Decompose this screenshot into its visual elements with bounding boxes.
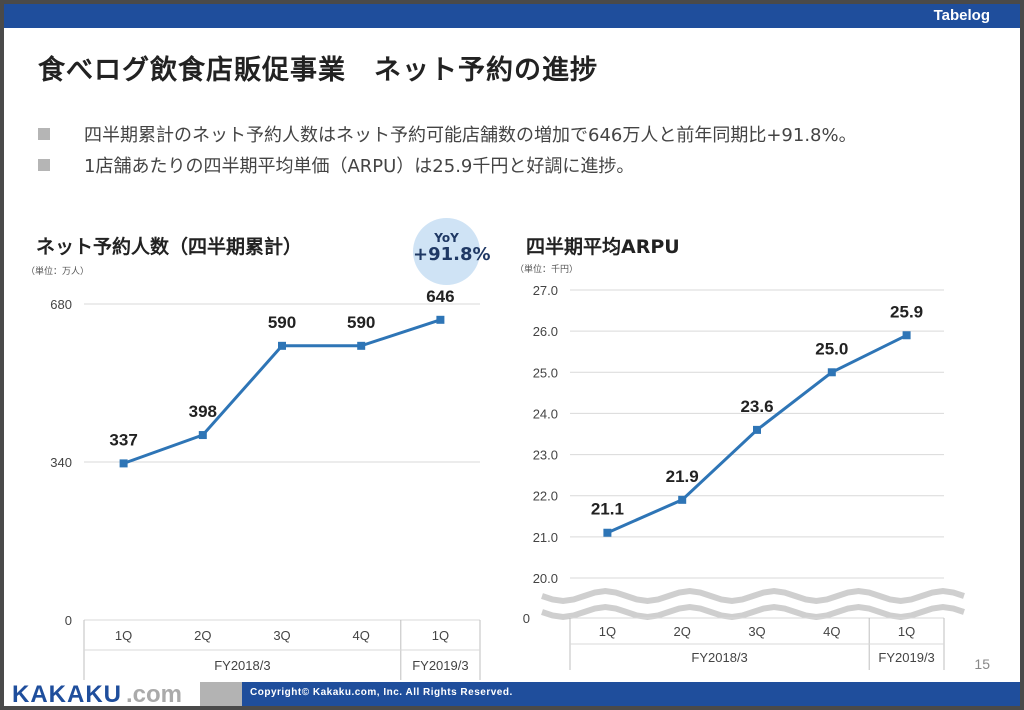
- bullet-text: 1店舗あたりの四半期平均単価（ARPU）は25.9千円と好調に進捗。: [84, 156, 635, 177]
- data-label: 25.9: [890, 302, 923, 321]
- data-label: 337: [109, 430, 137, 449]
- y-tick-label: 680: [50, 297, 72, 312]
- y-tick-label: 21.0: [533, 530, 558, 545]
- data-point-marker: [436, 315, 445, 324]
- y-tick-label: 0: [523, 611, 530, 626]
- bullet-text: 四半期累計のネット予約人数はネット予約可能店舗数の増加で646万人と前年同期比+…: [84, 125, 857, 146]
- page-number: 15: [974, 656, 990, 672]
- series-line: [606, 333, 908, 535]
- kakaku-logo: KAKAKU: [12, 681, 122, 706]
- yoy-value: +91.8%: [413, 244, 491, 265]
- data-point-marker: [678, 495, 687, 504]
- bullet-square-icon: [38, 159, 50, 171]
- bullet-1: 四半期累計のネット予約人数はネット予約可能店舗数の増加で646万人と前年同期比+…: [38, 121, 857, 147]
- bullet-2: 1店舗あたりの四半期平均単価（ARPU）は25.9千円と好調に進捗。: [38, 152, 634, 178]
- data-point-marker: [278, 341, 286, 350]
- x-tick-label: 1Q: [432, 628, 449, 643]
- x-group-label: FY2019/3: [412, 658, 468, 673]
- x-tick-label: 4Q: [823, 624, 840, 639]
- data-label: 25.0: [815, 339, 848, 358]
- data-point-marker: [119, 459, 128, 468]
- series-line: [123, 318, 441, 465]
- axis-break-wave: [541, 603, 965, 621]
- chart-title-reservations: ネット予約人数（四半期累計）: [36, 236, 303, 258]
- x-tick-label: 3Q: [748, 624, 765, 639]
- data-point-marker: [198, 431, 207, 440]
- x-tick-label: 1Q: [898, 624, 915, 639]
- x-group-label: FY2018/3: [691, 650, 747, 665]
- brand-label: Tabelog: [933, 7, 990, 24]
- y-tick-label: 24.0: [533, 406, 558, 421]
- y-tick-label: 23.0: [533, 448, 558, 463]
- footer-divider-block: [200, 682, 242, 706]
- page-title: 食べログ飲食店販促事業 ネット予約の進捗: [38, 55, 598, 86]
- unit-label-reservations: （単位：万人）: [26, 267, 90, 277]
- x-tick-label: 1Q: [599, 624, 616, 639]
- data-label: 21.9: [666, 467, 699, 486]
- data-point-marker: [357, 341, 366, 350]
- axis-break-wave: [541, 587, 965, 605]
- data-label: 398: [189, 402, 217, 421]
- y-tick-label: 0: [65, 613, 72, 628]
- bullet-square-icon: [38, 128, 50, 140]
- yoy-badge: YoY +91.8%: [413, 218, 491, 285]
- x-tick-label: 3Q: [273, 628, 290, 643]
- chart-title-arpu: 四半期平均ARPU: [526, 236, 680, 258]
- yoy-label: YoY: [434, 231, 459, 245]
- y-tick-label: 340: [50, 455, 72, 470]
- data-label: 646: [426, 287, 454, 306]
- y-tick-label: 25.0: [533, 365, 558, 380]
- data-label: 590: [347, 313, 375, 332]
- data-point-marker: [603, 528, 612, 537]
- x-tick-label: 4Q: [353, 628, 370, 643]
- data-label: 23.6: [740, 397, 773, 416]
- y-tick-label: 20.0: [533, 571, 558, 586]
- data-label: 21.1: [591, 500, 624, 519]
- data-point-marker: [827, 368, 836, 377]
- y-tick-label: 27.0: [533, 283, 558, 298]
- reservations-chart: 0 340 680 1Q 2Q 3Q 4Q 1Q FY2018/3 FY2019/3 337 398 5…: [50, 287, 481, 680]
- footer-bar: KAKAKU .com Copyright© Kakaku.com, Inc. …: [4, 681, 1020, 706]
- x-group-label: FY2018/3: [214, 658, 270, 673]
- data-point-marker: [902, 331, 911, 340]
- y-tick-label: 22.0: [533, 489, 558, 504]
- x-tick-label: 2Q: [194, 628, 211, 643]
- x-tick-label: 1Q: [115, 628, 132, 643]
- y-tick-label: 26.0: [533, 324, 558, 339]
- slide: Tabelog 食べログ飲食店販促事業 ネット予約の進捗 四半期累計のネット予約…: [4, 4, 1020, 706]
- x-tick-label: 2Q: [674, 624, 691, 639]
- kakaku-logo-suffix: .com: [126, 681, 183, 706]
- copyright-text: Copyright© Kakaku.com, Inc. All Rights R…: [250, 687, 513, 698]
- unit-label-arpu: （単位：千円）: [515, 265, 579, 275]
- data-point-marker: [753, 425, 761, 434]
- top-bar: Tabelog: [4, 4, 1020, 28]
- arpu-chart: 20.0 21.0 22.0 23.0 24.0 25.0 26.0 27.0 0 1Q 2Q 3Q 4…: [523, 283, 965, 670]
- x-group-label: FY2019/3: [878, 650, 934, 665]
- data-label: 590: [268, 313, 296, 332]
